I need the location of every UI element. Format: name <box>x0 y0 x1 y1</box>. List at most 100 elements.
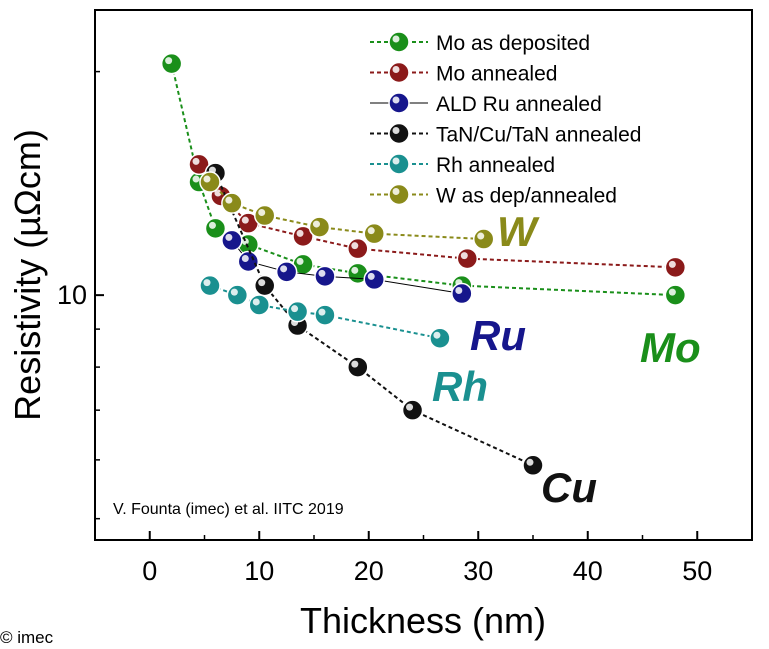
series-layer <box>160 52 687 477</box>
data-point-highlight <box>214 189 222 197</box>
x-axis-title: Thickness (nm) <box>300 600 546 641</box>
legend-item: Rh annealed <box>370 153 555 177</box>
legend-marker-highlight <box>392 96 400 104</box>
y-axis: 10 <box>57 70 104 520</box>
data-point-highlight <box>230 288 238 296</box>
data-point <box>253 274 276 297</box>
data-point-highlight <box>241 238 249 246</box>
data-point-highlight <box>192 175 200 183</box>
data-point-highlight <box>477 232 485 240</box>
x-tick-label: 20 <box>354 556 384 586</box>
data-point-highlight <box>225 196 233 204</box>
series-1 <box>188 153 687 279</box>
data-point-highlight <box>433 331 441 339</box>
data-point <box>226 284 249 306</box>
data-point-highlight <box>406 403 414 411</box>
data-point-highlight <box>192 157 200 165</box>
data-point <box>363 268 385 291</box>
legend-item: Mo as deposited <box>370 31 590 55</box>
legend-label: W as dep/annealed <box>436 185 617 208</box>
legend-marker-highlight <box>392 127 400 134</box>
data-point-highlight <box>280 265 288 273</box>
data-point <box>401 399 424 421</box>
legend-marker-highlight <box>392 157 400 165</box>
data-point-highlight <box>455 287 463 295</box>
legend-marker <box>388 61 410 84</box>
data-point-highlight <box>318 308 326 316</box>
legend: Mo as deposited Mo annealed ALD Ru anneale… <box>370 31 641 208</box>
annotation-cu: Cu <box>541 464 597 511</box>
legend-item: Mo annealed <box>370 61 557 86</box>
data-point <box>314 304 336 326</box>
data-point <box>286 300 309 323</box>
copyright: © imec <box>0 628 54 647</box>
data-point-highlight <box>668 288 676 296</box>
x-tick-label: 10 <box>244 556 274 586</box>
series-2 <box>221 229 473 305</box>
data-point-highlight <box>291 305 299 313</box>
series-4 <box>199 274 451 349</box>
legend-label: TaN/Cu/TaN annealed <box>436 124 641 147</box>
legend-item: ALD Ru annealed <box>370 92 602 116</box>
legend-marker <box>388 122 410 145</box>
annotation-rh: Rh <box>432 363 488 410</box>
data-point-highlight <box>203 279 211 287</box>
data-point-highlight <box>351 242 359 250</box>
data-point <box>314 265 336 288</box>
data-point-highlight <box>225 233 233 241</box>
legend-marker-highlight <box>392 35 400 43</box>
data-point-highlight <box>668 260 676 268</box>
series-line <box>214 172 534 467</box>
y-tick-label: 10 <box>57 280 87 310</box>
plot-area <box>94 9 753 541</box>
x-tick-label: 0 <box>142 556 157 586</box>
data-point <box>451 282 473 305</box>
data-point-highlight <box>203 175 211 183</box>
legend-label: ALD Ru annealed <box>436 93 602 116</box>
data-point-highlight <box>258 209 266 217</box>
series-line <box>209 181 484 241</box>
data-point <box>363 222 385 245</box>
legend-label: Mo as deposited <box>436 32 590 55</box>
legend-marker-highlight <box>392 66 400 73</box>
data-point <box>160 52 183 75</box>
data-point <box>275 261 298 283</box>
legend-marker <box>388 92 410 114</box>
annotation-ru: Ru <box>470 312 526 359</box>
data-point <box>664 256 687 279</box>
data-point <box>472 228 495 250</box>
data-point <box>237 250 260 273</box>
data-point-highlight <box>526 458 534 466</box>
data-point-highlight <box>318 269 326 277</box>
data-point-highlight <box>258 279 266 287</box>
legend-marker <box>388 183 410 206</box>
data-point <box>253 204 276 227</box>
citation: V. Founta (imec) et al. IITC 2019 <box>113 501 344 518</box>
legend-marker <box>388 31 410 53</box>
data-point-highlight <box>367 227 375 235</box>
plot-frame <box>94 9 753 541</box>
data-point <box>199 274 221 297</box>
data-point <box>347 356 369 378</box>
x-tick-label: 30 <box>463 556 493 586</box>
data-point <box>221 229 243 252</box>
legend-label: Rh annealed <box>436 154 555 177</box>
series-5 <box>199 171 495 250</box>
x-tick-label: 50 <box>682 556 712 586</box>
data-point <box>221 192 243 214</box>
legend-marker-highlight <box>392 188 400 195</box>
data-point-highlight <box>367 272 375 280</box>
x-axis: 0 10 20 30 40 50 <box>142 531 712 586</box>
data-point-highlight <box>252 298 260 306</box>
data-point-highlight <box>296 257 304 265</box>
data-point-highlight <box>241 216 249 224</box>
data-point <box>664 284 687 306</box>
data-point <box>248 294 270 316</box>
data-point <box>308 216 331 238</box>
data-point-highlight <box>165 57 173 65</box>
data-point-highlight <box>296 229 304 237</box>
legend-label: Mo annealed <box>436 63 557 86</box>
data-point-highlight <box>241 254 249 262</box>
